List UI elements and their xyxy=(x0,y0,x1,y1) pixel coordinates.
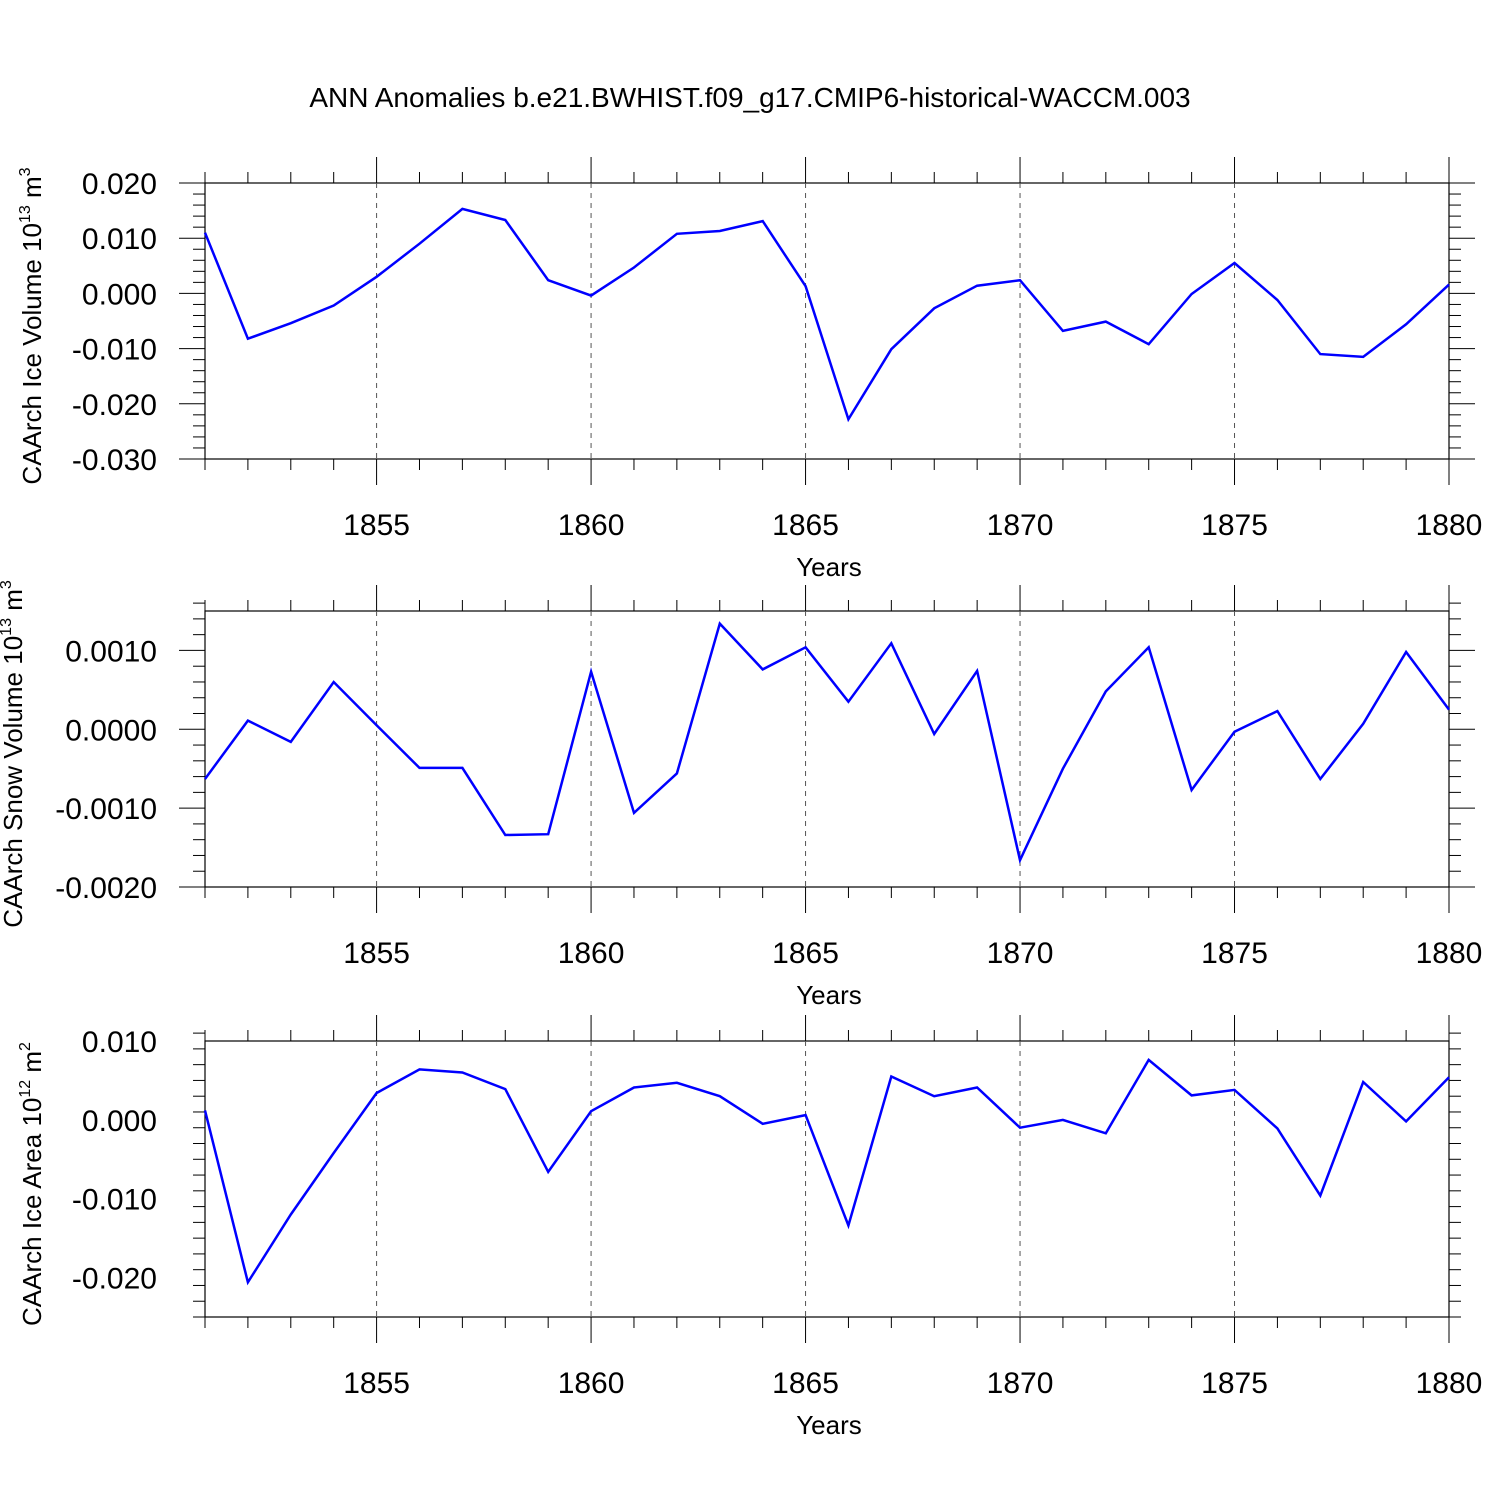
y-tick-label: 0.000 xyxy=(82,278,157,311)
x-tick-label: 1870 xyxy=(987,1367,1054,1400)
x-axis-label: Years xyxy=(796,1410,862,1440)
x-tick-label: 1880 xyxy=(1416,937,1483,970)
y-tick-label: -0.030 xyxy=(72,444,157,477)
x-tick-label: 1855 xyxy=(343,509,410,542)
y-tick-label: 0.010 xyxy=(82,223,157,256)
x-tick-label: 1870 xyxy=(987,509,1054,542)
series-line xyxy=(203,1057,1450,1286)
x-tick-label: 1870 xyxy=(987,937,1054,970)
x-tick-label: 1860 xyxy=(558,937,625,970)
x-tick-label: 1855 xyxy=(343,937,410,970)
series-line xyxy=(203,621,1451,865)
plot-frame xyxy=(204,610,1450,888)
x-axis-label: Years xyxy=(796,552,862,582)
y-axis-label: CAArch Ice Volume 1013 m3 xyxy=(17,167,47,484)
panel-1: 0.020 0.010 0.000 -0.010 -0.020 -0.030 1855 186… xyxy=(17,157,1482,582)
y-tick-label: -0.0020 xyxy=(55,872,157,905)
y-tick-label: 0.000 xyxy=(82,1105,157,1138)
x-tick-label: 1875 xyxy=(1201,509,1268,542)
x-tick-label: 1880 xyxy=(1416,1367,1483,1400)
x-tick-label: 1865 xyxy=(772,937,839,970)
x-tick-label: 1875 xyxy=(1201,1367,1268,1400)
y-tick-label: -0.010 xyxy=(72,1184,157,1217)
figure-title: ANN Anomalies b.e21.BWHIST.f09_g17.CMIP6… xyxy=(309,82,1191,113)
y-tick-label: 0.0010 xyxy=(65,635,157,668)
y-tick-label: -0.0010 xyxy=(55,793,157,826)
x-tick-label: 1875 xyxy=(1201,937,1268,970)
y-tick-label: -0.010 xyxy=(72,334,157,367)
x-tick-label: 1860 xyxy=(558,1367,625,1400)
x-tick-label: 1860 xyxy=(558,509,625,542)
panel-2: 0.0010 0.0000 -0.0010 -0.0020 1855 1860 1865 18… xyxy=(0,580,1482,1010)
y-axis-label: CAArch Snow Volume 1013 m3 xyxy=(0,580,28,928)
series-line xyxy=(203,207,1450,423)
x-axis-label: Years xyxy=(796,980,862,1010)
panel-3: 0.010 0.000 -0.010 -0.020 1855 1860 1865 1870 18… xyxy=(17,1015,1482,1440)
y-tick-label: 0.010 xyxy=(82,1026,157,1059)
x-tick-label: 1855 xyxy=(343,1367,410,1400)
y-tick-label: -0.020 xyxy=(72,389,157,422)
y-tick-label: 0.0000 xyxy=(65,714,157,747)
x-tick-label: 1880 xyxy=(1416,509,1483,542)
y-tick-label: -0.020 xyxy=(72,1263,157,1296)
y-tick-label: 0.020 xyxy=(82,168,157,201)
y-axis-label: CAArch Ice Area 1012 m2 xyxy=(17,1042,47,1326)
plot-frame xyxy=(204,182,1450,460)
x-tick-label: 1865 xyxy=(772,509,839,542)
x-tick-label: 1865 xyxy=(772,1367,839,1400)
plot-frame xyxy=(204,1040,1450,1318)
